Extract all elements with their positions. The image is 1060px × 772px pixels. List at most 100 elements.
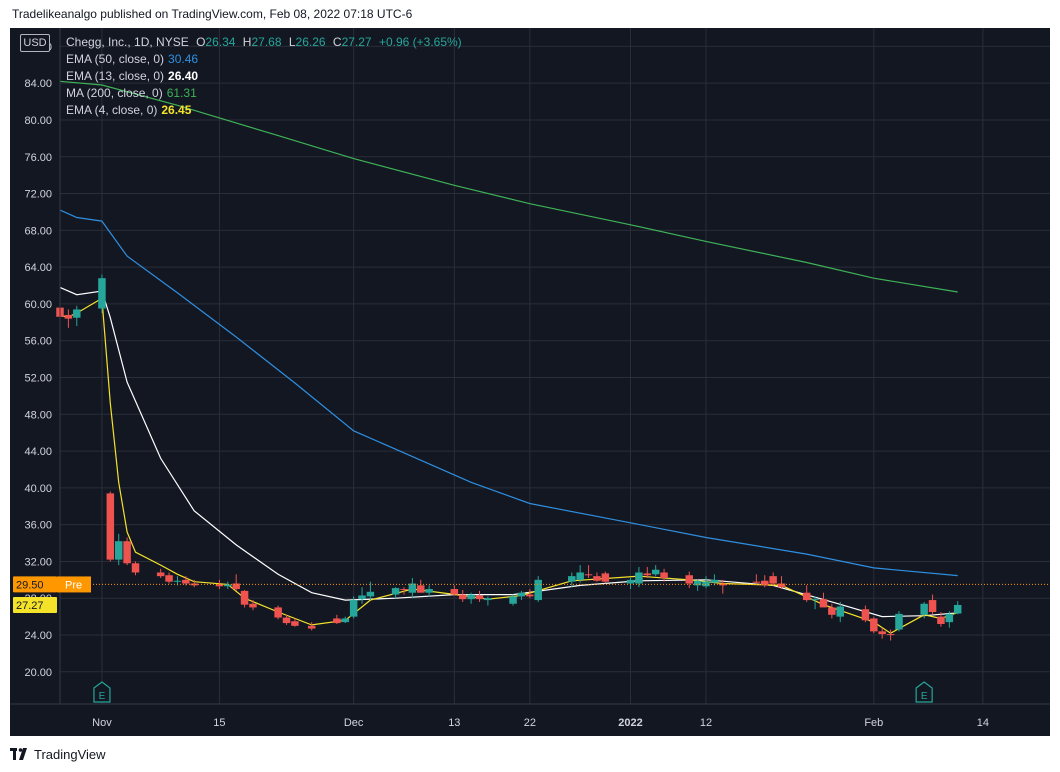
publisher-line: Tradelikeanalgo published on TradingView… (12, 7, 413, 21)
legend-open-label: O (196, 35, 206, 49)
candle-body (802, 592, 811, 601)
candle-body (240, 590, 249, 605)
candle-up (391, 587, 400, 599)
pre-price-value: 29.50 (16, 579, 44, 591)
candle-body (660, 572, 668, 578)
y-tick-label: 40.00 (24, 483, 52, 495)
candle-up (626, 577, 635, 590)
legend-ema50[interactable]: EMA (50, close, 0) 30.46 (66, 51, 466, 68)
candle-body (425, 589, 433, 593)
y-tick-label: 68.00 (24, 225, 52, 237)
candle-up (836, 601, 845, 623)
candle-down (240, 589, 249, 608)
candle-body (819, 599, 828, 608)
candle-down (928, 594, 937, 615)
candle-down (249, 600, 257, 611)
candle-up (425, 585, 433, 597)
y-tick-label: 24.00 (24, 630, 52, 642)
candle-body (719, 583, 727, 586)
x-tick-label: Dec (344, 717, 364, 729)
pre-price-tag (13, 576, 57, 593)
candle-body (777, 583, 786, 588)
x-tick-label: 2022 (618, 717, 642, 729)
candle-body (467, 594, 475, 600)
candle-up (534, 576, 542, 602)
candle-down (760, 575, 769, 588)
candle-body (190, 583, 198, 586)
y-tick-label: 20.00 (24, 667, 52, 679)
candlestick-chart[interactable]: EE 88.0084.0080.0076.0072.0068.0064.0060… (10, 28, 1050, 736)
candle-up (651, 565, 660, 577)
candle-body (484, 598, 492, 601)
candle-up (366, 581, 375, 601)
candle-up (173, 576, 182, 586)
grid-lines (60, 28, 1050, 704)
y-tick-label: 36.00 (24, 520, 52, 532)
x-tick-label: Nov (92, 717, 112, 729)
candle-body (710, 579, 719, 583)
footer-brand: TradingView (34, 746, 106, 762)
candle-body (635, 572, 643, 584)
candle-body (576, 572, 584, 580)
candle-up (710, 574, 719, 586)
legend-ema13[interactable]: EMA (13, close, 0) 26.40 (66, 68, 466, 85)
candle-down (685, 571, 693, 589)
candle-body (769, 576, 777, 584)
last-price-tag (13, 596, 57, 613)
earnings-marker-label: E (99, 691, 106, 702)
candle-body (685, 575, 693, 584)
candle-down (165, 572, 173, 584)
candle-body (886, 634, 895, 636)
legend-high: 27.68 (251, 35, 282, 49)
legend-ema13-label: EMA (13, close, 0) (66, 69, 165, 83)
x-tick-label: 13 (448, 717, 460, 729)
legend-ema4[interactable]: EMA (4, close, 0) 26.45 (66, 102, 466, 119)
legend-ma200[interactable]: MA (200, close, 0) 61.31 (66, 85, 466, 102)
candle-body (584, 574, 593, 576)
candle-body (568, 576, 576, 582)
candle-body (702, 581, 710, 587)
candle-up (576, 565, 584, 583)
y-tick-label: 52.00 (24, 372, 52, 384)
candle-down (450, 585, 459, 596)
candle-down (802, 585, 811, 602)
candle-up (408, 577, 417, 599)
candle-body (534, 579, 542, 601)
candle-body (450, 589, 459, 595)
candle-body (291, 621, 299, 626)
footer: TradingView (10, 746, 106, 762)
candle-body (341, 618, 350, 623)
candle-body (517, 592, 526, 597)
candle-down (307, 622, 316, 631)
candle-body (232, 583, 240, 590)
y-tick-label: 84.00 (24, 78, 52, 90)
legend-ema4-value: 26.45 (161, 103, 192, 117)
candle-body (693, 580, 702, 586)
candle-body (928, 600, 937, 613)
candle-down (291, 618, 299, 627)
series-ema-line (59, 209, 958, 577)
series-ema-line (59, 297, 958, 634)
legend-low: 26.26 (295, 35, 326, 49)
x-tick-label: 12 (700, 717, 712, 729)
currency-button[interactable]: USD (20, 34, 50, 52)
legend: Chegg, Inc., 1D, NYSE O26.34 H27.68 L26.… (66, 34, 466, 119)
candle-body (307, 625, 316, 629)
candle-down (106, 491, 115, 562)
candle-body (920, 603, 928, 615)
candle-up (98, 274, 106, 314)
candle-down (475, 590, 484, 602)
candle-down (333, 614, 341, 624)
candle-up (349, 596, 358, 619)
candle-down (156, 568, 165, 578)
legend-close: 27.27 (341, 35, 372, 49)
candle-up (341, 616, 350, 624)
chart-frame[interactable]: EE 88.0084.0080.0076.0072.0068.0064.0060… (10, 28, 1050, 736)
candle-up (953, 601, 962, 615)
candle-down (182, 576, 190, 586)
pre-label-tag (57, 576, 91, 593)
candle-down (274, 605, 282, 620)
x-tick-label: Feb (864, 717, 883, 729)
candle-down (131, 561, 140, 576)
y-tick-label: 72.00 (24, 189, 52, 201)
